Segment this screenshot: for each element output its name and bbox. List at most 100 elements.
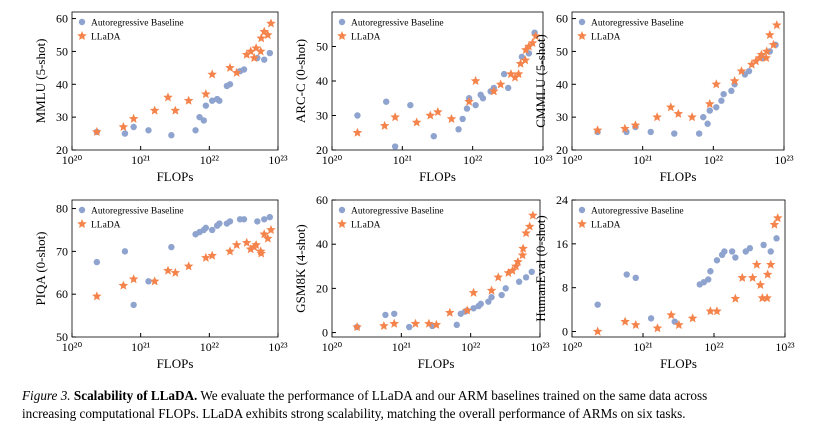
circle-point <box>168 132 175 139</box>
x-tick-label: 10²³ <box>268 340 288 354</box>
circle-point <box>266 49 274 57</box>
star-point <box>462 305 472 315</box>
y-tick-label: 60 <box>56 287 68 301</box>
star-point <box>256 248 266 258</box>
x-axis-label: FLOPs <box>660 356 697 371</box>
legend-label: Autoregressive Baseline <box>91 19 184 29</box>
circle-point <box>430 133 437 140</box>
circle-point <box>383 98 390 105</box>
star-point <box>513 69 524 79</box>
star-point <box>92 291 102 301</box>
y-axis-label: PIQA (0-shot) <box>33 231 48 305</box>
star-point <box>266 224 276 235</box>
caption-title: Scalability of LLaDA. <box>74 388 197 403</box>
circle-point <box>522 274 530 281</box>
circle-point <box>240 216 248 223</box>
caption-line: Figure 3. Scalability of LLaDA. We evalu… <box>21 388 707 403</box>
circle-point <box>623 271 630 278</box>
circle-point <box>202 224 210 232</box>
legend-label: Autoregressive Baseline <box>591 19 684 29</box>
y-tick-label: 40 <box>316 74 328 88</box>
star-point <box>577 219 587 229</box>
circle-point <box>700 113 707 121</box>
star-point <box>666 310 677 320</box>
star-point <box>231 67 242 77</box>
star-point <box>225 62 235 72</box>
circle-point <box>226 218 234 225</box>
circle-point <box>728 87 735 95</box>
star-point <box>592 326 603 336</box>
x-tick-label: 10²⁰ <box>322 153 343 167</box>
star-point <box>761 53 771 63</box>
caption-label: Figure 3. <box>21 388 71 403</box>
circle-point <box>488 294 495 301</box>
star-point <box>256 33 266 43</box>
y-tick-label: 50 <box>556 44 568 58</box>
plot-frame <box>71 11 279 151</box>
star-point <box>652 323 663 333</box>
x-axis-label: FLOPs <box>157 169 194 184</box>
x-tick-label: 10²³ <box>268 153 288 167</box>
star-point <box>255 46 266 56</box>
star-point <box>729 76 740 86</box>
x-tick-label: 10²⁰ <box>62 153 83 167</box>
star-point <box>769 219 780 229</box>
star-point <box>170 267 181 277</box>
star-point <box>517 250 528 260</box>
x-tick-label: 10²² <box>200 153 220 167</box>
star-point <box>266 18 276 28</box>
y-tick-label: 20 <box>56 143 68 157</box>
star-point <box>352 127 363 137</box>
circle-point <box>528 268 535 276</box>
star-point <box>620 316 630 326</box>
x-tick-label: 10²⁰ <box>62 340 83 354</box>
y-tick-label: 60 <box>316 193 328 207</box>
star-point <box>765 30 775 40</box>
circle-point <box>130 301 137 309</box>
star-point <box>507 265 518 275</box>
star-point <box>352 322 362 332</box>
y-axis-label: CMMLU (5-shot) <box>533 34 548 128</box>
y-tick-label: 30 <box>56 110 68 124</box>
y-tick-label: 40 <box>56 77 68 91</box>
star-point <box>495 79 506 89</box>
plot-frame <box>331 199 541 338</box>
circle-point <box>718 97 725 104</box>
y-tick-label: 24 <box>556 193 568 207</box>
legend-label: LLaDA <box>591 221 621 231</box>
circle-point <box>455 126 462 133</box>
circle-point <box>745 67 753 75</box>
star-point <box>577 31 587 41</box>
x-tick-label: 10²¹ <box>633 340 653 354</box>
y-tick-label: 50 <box>56 330 68 344</box>
y-tick-label: 30 <box>556 110 568 124</box>
star-point <box>524 41 534 51</box>
circle-point <box>226 81 234 88</box>
circle-point <box>485 298 492 305</box>
circle-point <box>760 241 767 249</box>
y-tick-label: 60 <box>56 12 68 26</box>
x-axis-label: FLOPs <box>157 356 194 371</box>
circle-point <box>479 95 487 102</box>
circle-point <box>200 117 207 124</box>
star-point <box>652 112 662 122</box>
star-point <box>183 261 194 271</box>
star-point <box>251 239 261 249</box>
circle-point <box>463 105 471 112</box>
circle-point <box>407 101 414 109</box>
star-point <box>118 122 129 132</box>
x-tick-label: 10²¹ <box>131 153 151 167</box>
star-point <box>464 96 474 106</box>
circle-point <box>145 278 152 285</box>
star-point <box>730 293 741 303</box>
circle-point <box>453 321 460 329</box>
star-point <box>470 76 481 86</box>
x-tick-label: 10²² <box>461 340 481 354</box>
star-point <box>751 259 762 269</box>
circle-point <box>391 143 399 150</box>
circle-point <box>208 97 216 104</box>
star-point <box>673 108 684 118</box>
circle-point <box>502 285 509 292</box>
star-point <box>241 49 252 59</box>
star-point <box>245 244 256 254</box>
